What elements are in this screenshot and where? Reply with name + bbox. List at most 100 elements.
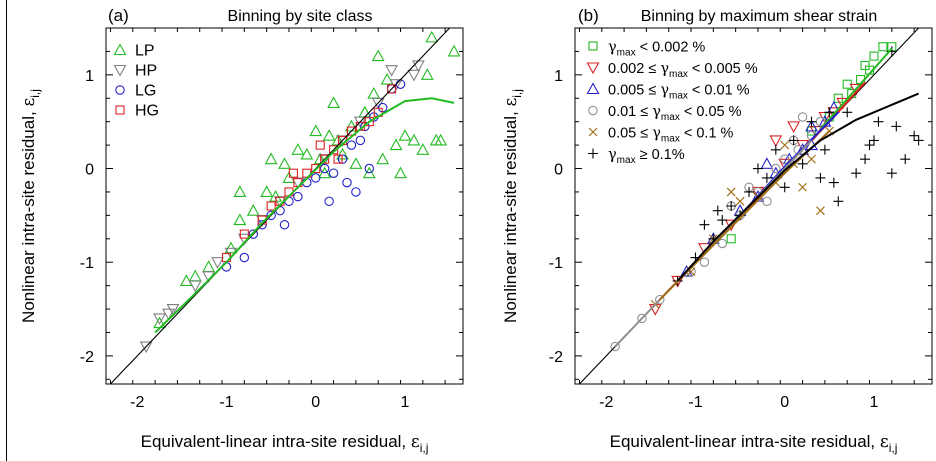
data-point bbox=[851, 168, 862, 179]
legend-label: γmax < 0.002 % bbox=[608, 40, 705, 59]
data-point bbox=[153, 313, 166, 326]
data-point bbox=[224, 241, 238, 254]
data-point bbox=[293, 191, 303, 202]
data-point bbox=[407, 69, 421, 82]
legend-marker bbox=[113, 43, 127, 56]
data-point bbox=[387, 84, 397, 94]
data-point bbox=[699, 219, 710, 230]
data-point bbox=[780, 140, 790, 150]
data-point bbox=[797, 158, 808, 169]
data-point bbox=[376, 152, 390, 165]
y-tick-label: 0 bbox=[554, 162, 563, 179]
data-point bbox=[319, 163, 330, 174]
data-point bbox=[407, 133, 421, 146]
data-point bbox=[355, 135, 366, 146]
data-point bbox=[394, 166, 407, 179]
data-point bbox=[864, 140, 875, 151]
legend-marker bbox=[588, 41, 598, 51]
data-point bbox=[300, 147, 314, 160]
data-point bbox=[211, 257, 224, 269]
y-tick-label: 0 bbox=[85, 162, 94, 179]
data-point bbox=[655, 294, 665, 305]
data-point bbox=[447, 44, 461, 57]
legend-marker bbox=[588, 127, 598, 137]
data-point bbox=[717, 238, 728, 249]
panel-label: (b) bbox=[578, 6, 599, 25]
data-point bbox=[744, 186, 755, 197]
data-point bbox=[346, 126, 356, 136]
x-axis-label: Equivalent-linear intra-site residual, ε… bbox=[610, 432, 898, 455]
x-tick-label: 0 bbox=[311, 394, 320, 411]
legend-label: HG bbox=[135, 103, 159, 120]
data-point bbox=[188, 269, 202, 282]
data-point bbox=[726, 234, 736, 244]
data-point bbox=[878, 42, 888, 52]
data-point bbox=[279, 219, 290, 230]
data-point bbox=[815, 172, 826, 183]
data-point bbox=[434, 133, 448, 146]
data-point bbox=[833, 196, 844, 207]
data-point bbox=[322, 129, 336, 141]
legend-label: 0.002 ≤ γmax < 0.005 % bbox=[608, 61, 758, 80]
plot-area bbox=[109, 28, 461, 384]
data-point bbox=[264, 152, 278, 165]
data-point bbox=[333, 154, 343, 164]
data-point bbox=[371, 49, 385, 62]
data-point bbox=[779, 154, 790, 164]
data-point bbox=[610, 341, 620, 352]
data-point bbox=[787, 121, 801, 134]
data-point bbox=[342, 177, 352, 188]
data-point bbox=[842, 107, 853, 118]
legend-marker bbox=[113, 64, 127, 77]
x-tick-label: -1 bbox=[688, 394, 702, 411]
data-point bbox=[806, 116, 817, 127]
data-point bbox=[425, 30, 439, 43]
fit-curve bbox=[154, 97, 455, 334]
x-tick-label: 1 bbox=[870, 394, 879, 411]
data-point bbox=[266, 210, 276, 221]
fit-curve bbox=[819, 47, 893, 130]
data-point bbox=[166, 304, 180, 316]
data-point bbox=[805, 119, 818, 132]
data-point bbox=[315, 140, 325, 150]
data-point bbox=[246, 204, 260, 216]
data-point bbox=[362, 166, 376, 179]
legend: LP HP LG HG bbox=[113, 43, 159, 120]
legend-marker bbox=[586, 82, 600, 95]
legend-label: HP bbox=[135, 63, 157, 80]
data-point bbox=[153, 316, 166, 329]
fit-curve bbox=[614, 139, 813, 348]
legend-marker bbox=[115, 85, 125, 95]
data-point bbox=[699, 257, 710, 267]
fit-curve bbox=[676, 92, 919, 282]
x-tick-label: -2 bbox=[130, 394, 144, 411]
data-point bbox=[398, 129, 412, 141]
data-point bbox=[233, 213, 247, 226]
data-point bbox=[139, 341, 153, 354]
data-point bbox=[717, 215, 728, 226]
chart-title: Binning by maximum shear strain bbox=[641, 8, 878, 25]
y-tick-label: -2 bbox=[549, 349, 563, 366]
data-point bbox=[824, 107, 835, 118]
data-point bbox=[869, 51, 879, 61]
data-point bbox=[828, 177, 839, 188]
data-point bbox=[257, 219, 267, 230]
data-point bbox=[364, 117, 374, 127]
data-point bbox=[788, 135, 799, 146]
data-point bbox=[726, 201, 737, 211]
data-point bbox=[807, 154, 816, 164]
data-point bbox=[779, 182, 790, 193]
data-point bbox=[179, 274, 193, 286]
x-axis-label: Equivalent-linear intra-site residual, ε… bbox=[141, 432, 429, 455]
data-point bbox=[324, 196, 334, 207]
data-point bbox=[288, 168, 298, 178]
y-tick-label: 1 bbox=[85, 68, 94, 85]
data-point bbox=[900, 154, 911, 165]
data-point bbox=[860, 60, 870, 71]
x-tick-label: -2 bbox=[599, 394, 613, 411]
legend-label: 0.005 ≤ γmax < 0.01 % bbox=[608, 83, 750, 102]
data-point bbox=[420, 68, 434, 80]
data-point bbox=[320, 154, 330, 164]
data-point bbox=[798, 182, 807, 192]
